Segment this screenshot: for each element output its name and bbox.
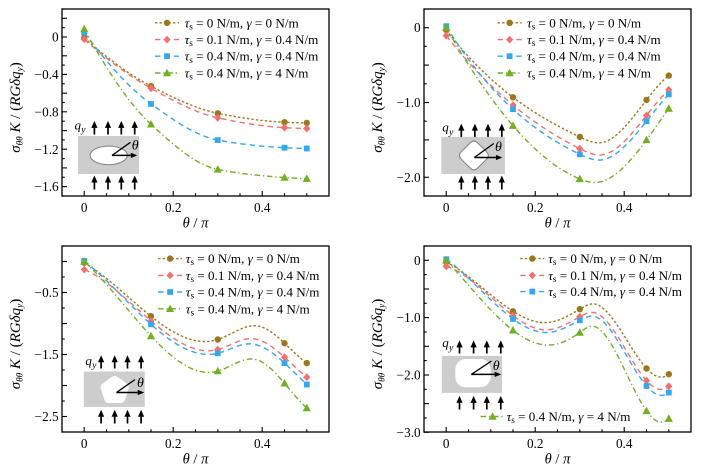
svg-text:τs = 0.1 N/m, γ = 0.4 N/m: τs = 0.1 N/m, γ = 0.4 N/m [186, 268, 320, 284]
svg-text:τs = 0.1 N/m, γ = 0.4 N/m: τs = 0.1 N/m, γ = 0.4 N/m [548, 268, 682, 284]
svg-text:−2.5: −2.5 [35, 409, 59, 424]
svg-text:σθθ K / (RGδqy): σθθ K / (RGδqy) [8, 62, 26, 153]
svg-text:0: 0 [52, 30, 59, 45]
svg-text:τs = 0.4 N/m, γ = 0.4 N/m: τs = 0.4 N/m, γ = 0.4 N/m [186, 285, 320, 301]
svg-text:0.4: 0.4 [254, 436, 271, 451]
svg-text:−3.0: −3.0 [397, 425, 421, 440]
svg-text:y: y [448, 343, 454, 353]
svg-text:−1.0: −1.0 [397, 95, 421, 110]
svg-text:0: 0 [81, 200, 88, 215]
svg-text:q: q [442, 120, 449, 135]
svg-text:−1.2: −1.2 [35, 142, 59, 157]
svg-text:0.4: 0.4 [254, 200, 271, 215]
svg-text:−0.4: −0.4 [35, 67, 59, 82]
svg-text:0.2: 0.2 [527, 436, 543, 451]
svg-text:θ: θ [137, 376, 144, 391]
svg-text:θ / π: θ / π [183, 452, 209, 468]
svg-text:θ / π: θ / π [183, 216, 209, 232]
svg-text:q: q [442, 335, 449, 350]
svg-text:−1.5: −1.5 [35, 347, 59, 362]
svg-text:θ: θ [493, 359, 500, 374]
svg-text:0: 0 [443, 436, 450, 451]
svg-text:0: 0 [81, 436, 88, 451]
svg-text:τs = 0.4 N/m, γ = 4 N/m: τs = 0.4 N/m, γ = 4 N/m [527, 66, 651, 82]
svg-text:τs = 0 N/m, γ = 0 N/m: τs = 0 N/m, γ = 0 N/m [186, 251, 300, 267]
svg-text:0.4: 0.4 [616, 436, 633, 451]
svg-text:τs = 0.1 N/m, γ = 0.4 N/m: τs = 0.1 N/m, γ = 0.4 N/m [185, 32, 319, 48]
svg-text:−2.0: −2.0 [397, 368, 421, 383]
svg-text:τs = 0.4 N/m, γ = 4 N/m: τs = 0.4 N/m, γ = 4 N/m [507, 409, 631, 425]
svg-text:0.2: 0.2 [165, 436, 181, 451]
svg-text:y: y [80, 126, 86, 136]
svg-text:τs = 0.4 N/m, γ = 0.4 N/m: τs = 0.4 N/m, γ = 0.4 N/m [527, 49, 661, 65]
svg-text:σθθ K / (RGδqy): σθθ K / (RGδqy) [8, 299, 26, 390]
svg-text:θ / π: θ / π [545, 452, 571, 468]
svg-text:0: 0 [414, 253, 421, 268]
svg-text:y: y [91, 361, 97, 371]
svg-text:0: 0 [443, 200, 450, 215]
svg-text:τs = 0.1 N/m, γ = 0.4 N/m: τs = 0.1 N/m, γ = 0.4 N/m [527, 32, 661, 48]
svg-text:σθθ K / (RGδqy): σθθ K / (RGδqy) [370, 299, 388, 390]
svg-text:τs = 0 N/m, γ = 0 N/m: τs = 0 N/m, γ = 0 N/m [185, 15, 299, 31]
svg-text:−2.0: −2.0 [397, 170, 421, 185]
svg-text:θ / π: θ / π [545, 216, 571, 232]
svg-text:−0.5: −0.5 [35, 285, 59, 300]
svg-text:τs = 0.4 N/m, γ = 0.4 N/m: τs = 0.4 N/m, γ = 0.4 N/m [548, 284, 682, 300]
svg-text:q: q [85, 353, 92, 368]
svg-text:τs = 0.4 N/m, γ = 4 N/m: τs = 0.4 N/m, γ = 4 N/m [185, 66, 309, 82]
svg-text:τs = 0.4 N/m, γ = 0.4 N/m: τs = 0.4 N/m, γ = 0.4 N/m [185, 49, 319, 65]
svg-text:τs = 0.4 N/m, γ = 4 N/m: τs = 0.4 N/m, γ = 4 N/m [186, 301, 310, 317]
svg-text:y: y [448, 128, 454, 138]
svg-text:0.2: 0.2 [527, 200, 543, 215]
svg-text:τs = 0 N/m, γ = 0 N/m: τs = 0 N/m, γ = 0 N/m [527, 15, 641, 31]
svg-text:θ: θ [495, 140, 502, 155]
svg-text:−1.6: −1.6 [35, 179, 59, 194]
svg-text:0.2: 0.2 [165, 200, 181, 215]
svg-text:0.4: 0.4 [616, 200, 633, 215]
svg-text:0: 0 [414, 20, 421, 35]
svg-text:τs = 0 N/m, γ = 0 N/m: τs = 0 N/m, γ = 0 N/m [548, 251, 662, 267]
svg-text:θ: θ [132, 138, 139, 153]
svg-text:σθθ K / (RGδqy): σθθ K / (RGδqy) [370, 62, 388, 153]
svg-text:−0.8: −0.8 [35, 104, 59, 119]
svg-text:−1.0: −1.0 [397, 310, 421, 325]
svg-text:q: q [75, 117, 82, 132]
